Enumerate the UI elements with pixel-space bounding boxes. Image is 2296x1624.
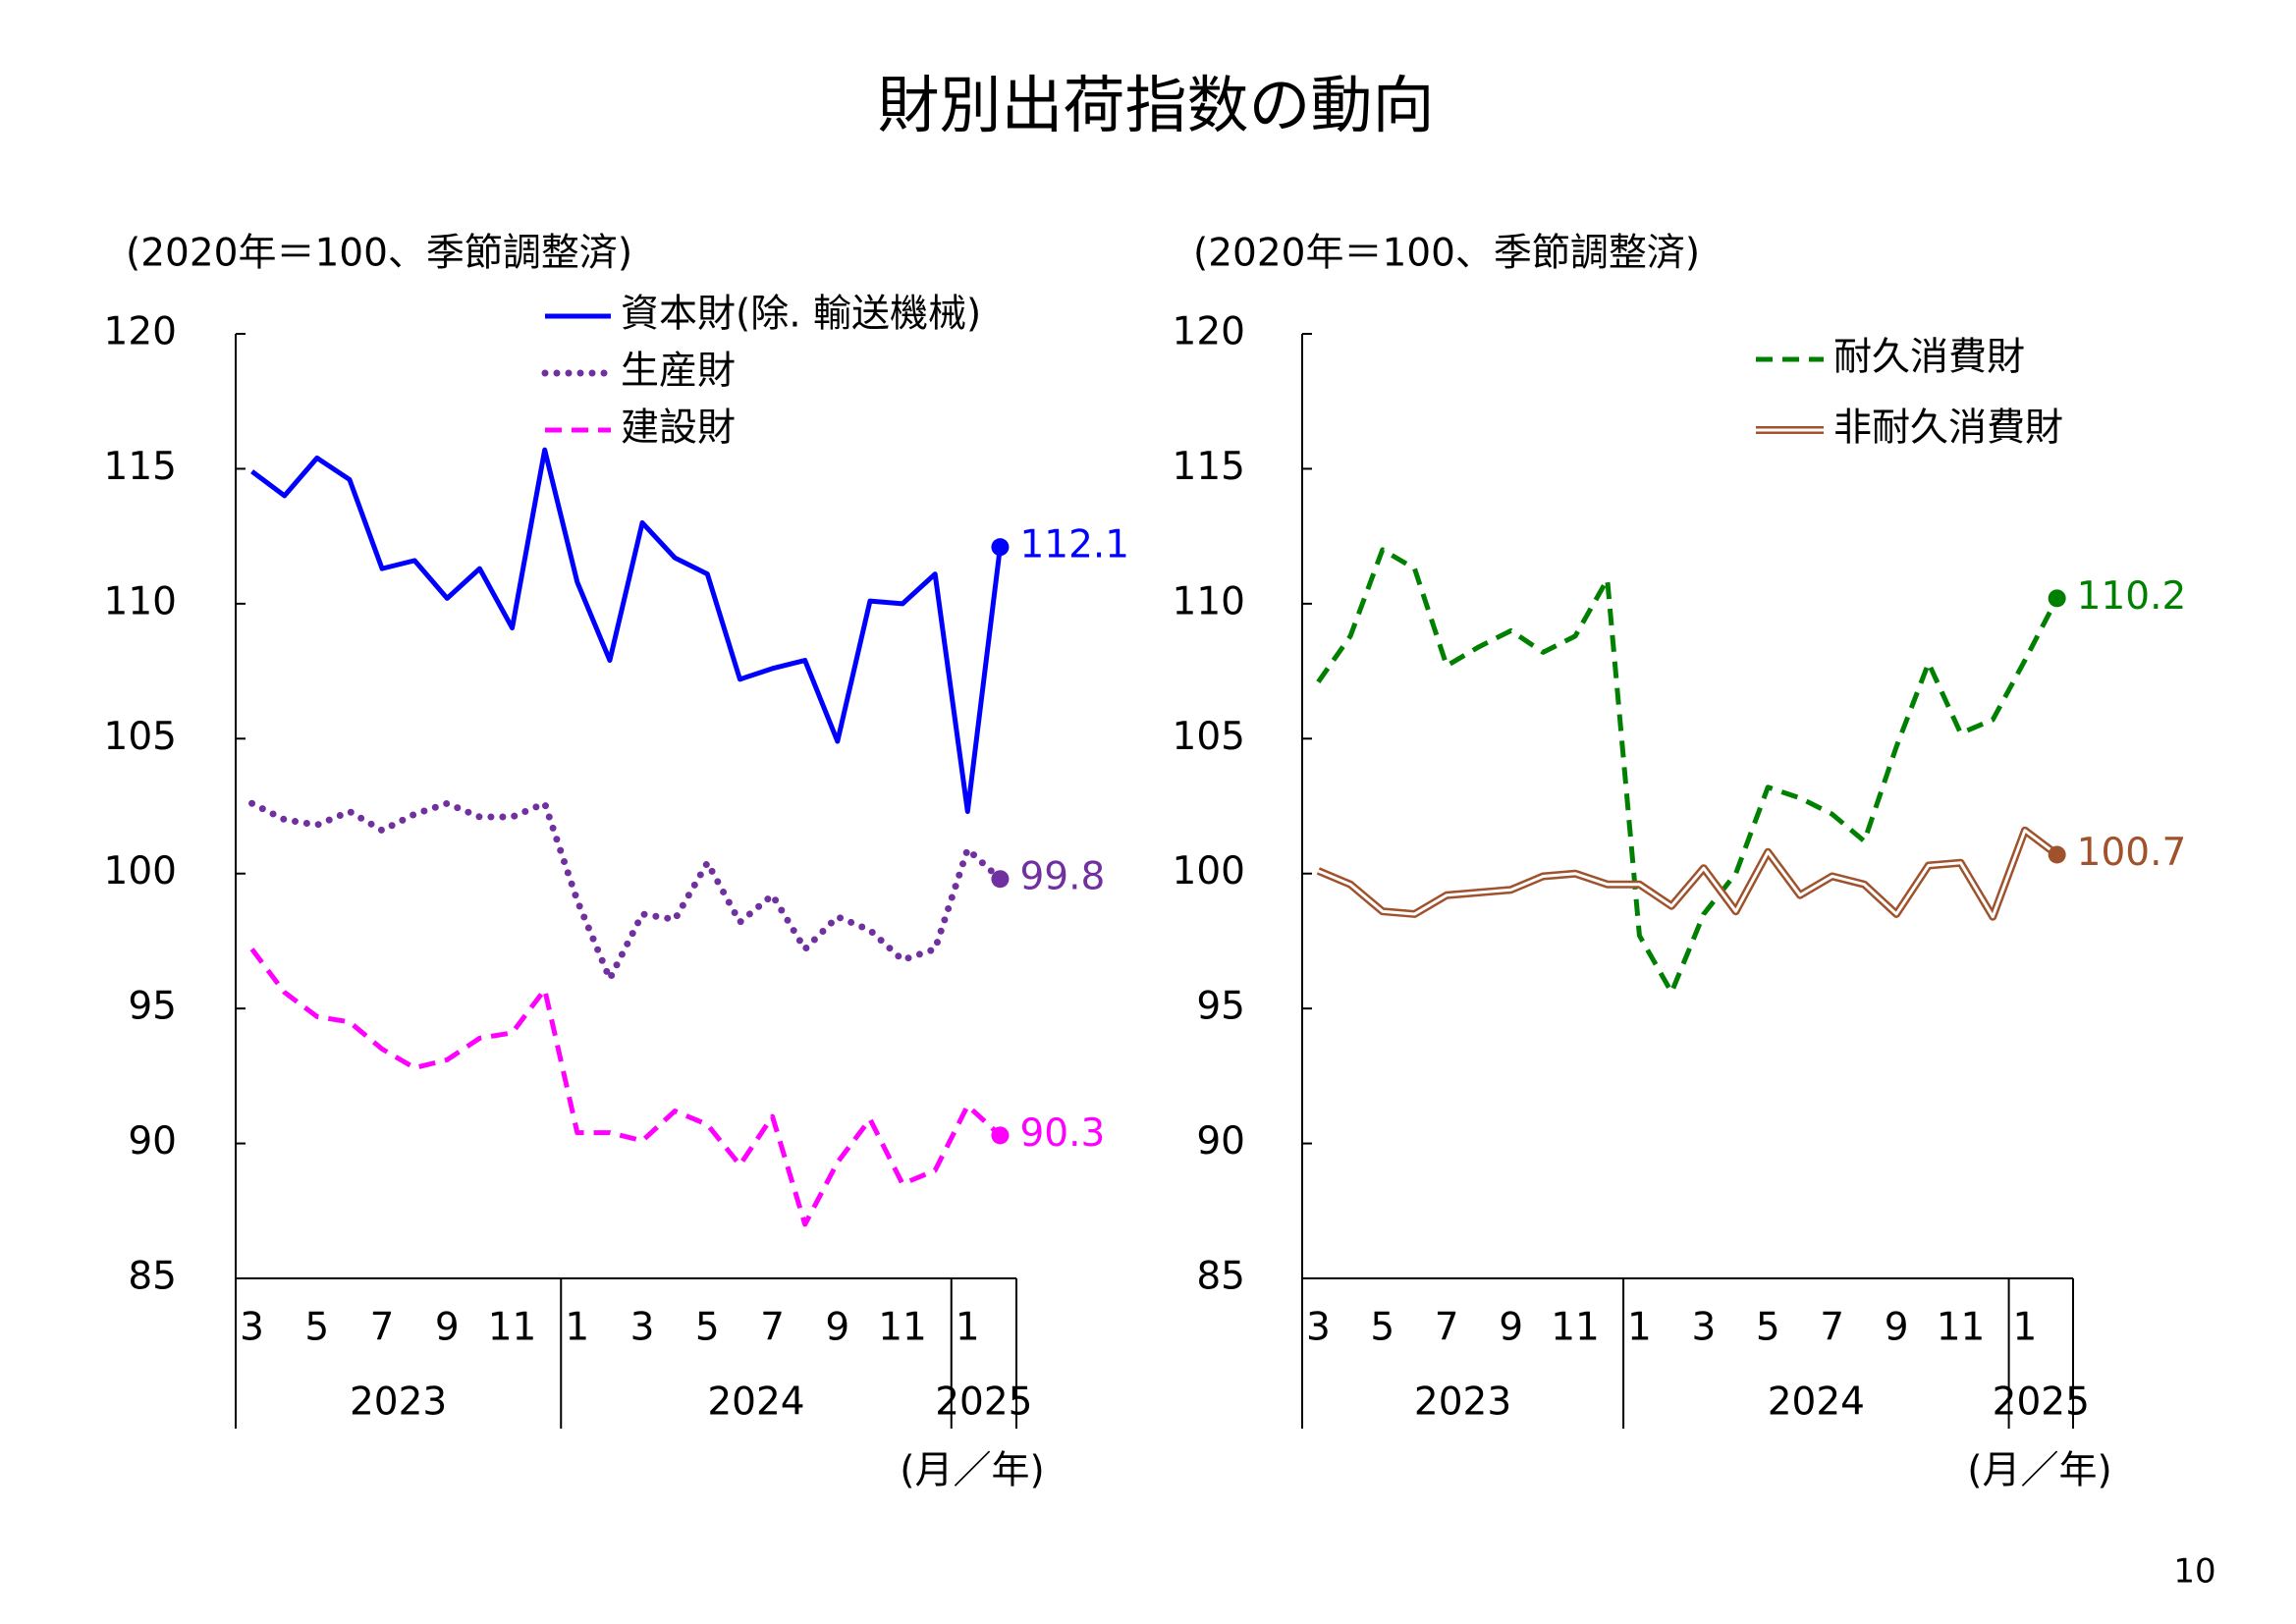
x-axis-label: (月／年) — [1967, 1449, 2111, 1493]
x-tick-label: 7 — [1435, 1306, 1459, 1350]
end-marker — [991, 1126, 1010, 1145]
x-tick-label: 9 — [1499, 1306, 1523, 1350]
x-group-label: 2024 — [1768, 1380, 1865, 1425]
x-tick-label: 5 — [304, 1306, 329, 1350]
y-tick-label: 85 — [128, 1255, 177, 1299]
value-label: 100.7 — [2077, 831, 2187, 875]
y-tick-label: 90 — [128, 1119, 177, 1164]
legend-label: 非耐久消費財 — [1833, 406, 2063, 451]
series-line — [1316, 547, 2059, 996]
value-label: 90.3 — [1019, 1111, 1105, 1156]
x-tick-label: 3 — [1691, 1306, 1716, 1350]
legend-label: 資本財(除. 輸送機械) — [621, 293, 981, 337]
x-group-label: 2025 — [935, 1380, 1032, 1425]
series-line-inner — [1317, 829, 2058, 919]
y-tick-label: 115 — [104, 445, 177, 489]
legend-label: 耐久消費財 — [1833, 336, 2025, 380]
y-tick-label: 105 — [104, 715, 177, 759]
x-tick-label: 11 — [1937, 1306, 1986, 1350]
y-tick-label: 100 — [1173, 849, 1245, 893]
x-axis-label: (月／年) — [900, 1449, 1044, 1493]
x-tick-label: 7 — [370, 1306, 395, 1350]
x-tick-label: 3 — [630, 1306, 655, 1350]
x-group-label: 2024 — [707, 1380, 804, 1425]
x-tick-label: 1 — [1627, 1306, 1652, 1350]
legend-label: 建設財 — [621, 406, 736, 451]
end-marker — [2048, 845, 2066, 864]
end-marker — [991, 870, 1010, 889]
x-tick-label: 7 — [760, 1306, 785, 1350]
x-tick-label: 9 — [435, 1306, 460, 1350]
x-tick-label: 9 — [825, 1306, 849, 1350]
legend-label: 生産財 — [621, 350, 736, 394]
end-marker — [2048, 589, 2066, 608]
x-group-label: 2023 — [1414, 1380, 1511, 1425]
y-tick-label: 95 — [1196, 985, 1245, 1029]
y-tick-label: 120 — [104, 310, 177, 354]
value-label: 99.8 — [1019, 855, 1105, 899]
x-tick-label: 3 — [240, 1306, 264, 1350]
y-tick-label: 120 — [1173, 310, 1245, 354]
x-tick-label: 5 — [1756, 1306, 1780, 1350]
series-line — [250, 447, 1003, 814]
x-group-label: 2025 — [1993, 1380, 2090, 1425]
x-tick-label: 1 — [956, 1306, 980, 1350]
y-tick-label: 85 — [1196, 1255, 1245, 1299]
end-marker — [991, 538, 1010, 557]
series-line — [248, 799, 1004, 983]
x-tick-label: 1 — [565, 1306, 589, 1350]
y-tick-label: 100 — [104, 849, 177, 893]
y-tick-label: 105 — [1173, 715, 1245, 759]
x-group-label: 2023 — [350, 1380, 447, 1425]
y-tick-label: 110 — [1173, 579, 1245, 623]
y-tick-label: 90 — [1196, 1119, 1245, 1164]
page-number: 10 — [2173, 1552, 2215, 1592]
y-tick-label: 110 — [104, 579, 177, 623]
x-tick-label: 11 — [1551, 1306, 1600, 1350]
y-tick-label: 115 — [1173, 445, 1245, 489]
x-tick-label: 5 — [1370, 1306, 1394, 1350]
x-tick-label: 3 — [1306, 1306, 1331, 1350]
page-title: 財別出荷指数の動向 — [878, 70, 1435, 141]
x-tick-label: 7 — [1820, 1306, 1844, 1350]
series-line — [249, 947, 1003, 1227]
unit-label: (2020年＝100、季節調整済) — [126, 232, 632, 276]
x-tick-label: 11 — [878, 1306, 927, 1350]
value-label: 112.1 — [1019, 523, 1129, 568]
x-tick-label: 1 — [2013, 1306, 2038, 1350]
y-tick-label: 95 — [128, 985, 177, 1029]
x-tick-label: 11 — [488, 1306, 537, 1350]
x-tick-label: 9 — [1885, 1306, 1909, 1350]
x-tick-label: 5 — [695, 1306, 720, 1350]
unit-label: (2020年＝100、季節調整済) — [1193, 232, 1700, 276]
value-label: 110.2 — [2077, 574, 2187, 619]
